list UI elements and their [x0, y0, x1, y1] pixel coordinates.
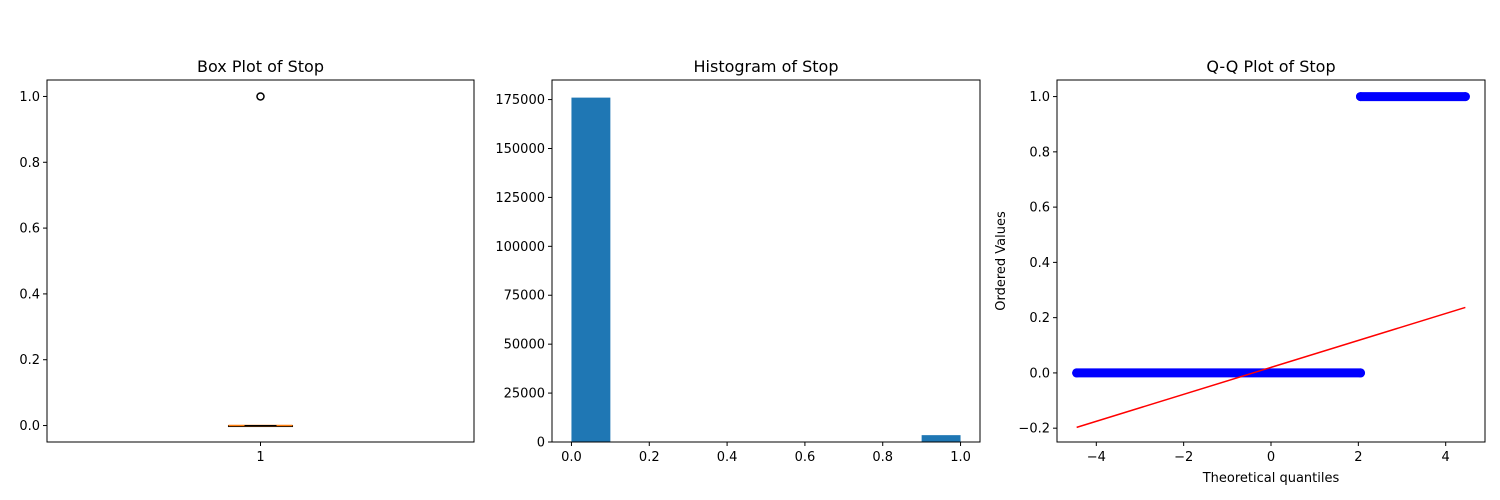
- histogram-xtick-label: 0.4: [717, 450, 738, 465]
- histogram-xtick-label: 1.0: [950, 450, 971, 465]
- qq-plot-point: [1460, 92, 1470, 102]
- box-plot-ytick-label: 0.6: [19, 222, 40, 237]
- qq-plot-ytick-label: 1.0: [1029, 90, 1050, 105]
- histogram-ytick-label: 125000: [495, 191, 545, 206]
- histogram-ytick-label: 150000: [495, 142, 545, 157]
- qq-plot-ytick-label: −0.2: [1018, 422, 1050, 437]
- histogram-axes-frame: [551, 79, 981, 443]
- histogram-ticks: 0 25000 50000 75000 100000 125000 150000 175000…: [495, 93, 971, 465]
- qq-plot-xtick-label: 0: [1267, 450, 1275, 465]
- histogram-title: Histogram of Stop: [694, 57, 839, 76]
- histogram-panel: Histogram of Stop 0 25000 50000 75000 100000…: [495, 57, 981, 465]
- box-plot-marks: [227, 92, 294, 428]
- box-plot-outlier-point: [256, 92, 265, 101]
- qq-plot-ytick-label: 0.8: [1029, 145, 1050, 160]
- histogram-xtick-label: 0.0: [561, 450, 582, 465]
- histogram-xtick-label: 0.8: [872, 450, 893, 465]
- qq-plot-ytick-label: 0.2: [1029, 311, 1050, 326]
- qq-plot-ticks: −0.2 0.0 0.2 0.4 0.6 0.8 1.0 −4 −2 0 2 4: [1018, 90, 1449, 465]
- histogram-ytick-label: 50000: [504, 338, 545, 353]
- qq-plot-marks: [1072, 92, 1470, 429]
- box-plot-ticks: 0.0 0.2 0.4 0.6 0.8 1.0 1: [19, 90, 264, 465]
- histogram-ytick-label: 100000: [495, 240, 545, 255]
- box-plot-ytick-label: 0.0: [19, 419, 40, 434]
- histogram-ytick-label: 0: [537, 436, 545, 451]
- qq-plot-fit-line: [1076, 306, 1466, 429]
- box-plot-title: Box Plot of Stop: [197, 57, 324, 76]
- qq-plot-xlabel: Theoretical quantiles: [1202, 471, 1340, 486]
- histogram-bar: [921, 435, 961, 442]
- qq-plot-ylabel: Ordered Values: [994, 211, 1009, 311]
- qq-plot-axes-frame: [1056, 79, 1486, 443]
- qq-plot-point: [1356, 92, 1366, 102]
- qq-plot-point: [1356, 368, 1366, 378]
- qq-plot-xtick-label: 4: [1442, 450, 1450, 465]
- box-plot-axes-frame: [46, 79, 475, 443]
- box-plot-ytick-label: 0.2: [19, 353, 40, 368]
- histogram-ytick-label: 175000: [495, 93, 545, 108]
- box-plot-ytick-label: 0.8: [19, 156, 40, 171]
- qq-plot-ytick-label: 0.0: [1029, 366, 1050, 381]
- qq-plot-point: [1072, 368, 1082, 378]
- box-plot-ytick-label: 0.4: [19, 287, 40, 302]
- histogram-xtick-label: 0.2: [639, 450, 660, 465]
- histogram-marks: [571, 97, 961, 442]
- histogram-bar: [571, 97, 611, 442]
- qq-plot-ytick-label: 0.4: [1029, 256, 1050, 271]
- qq-plot-xtick-label: 2: [1354, 450, 1362, 465]
- qq-plot-panel: Q-Q Plot of Stop −0.20.00.20.40.60.81.0−…: [994, 57, 1486, 486]
- histogram-xtick-label: 0.6: [795, 450, 816, 465]
- qq-plot-title: Q-Q Plot of Stop: [1206, 57, 1335, 76]
- qq-plot-xtick-label: −4: [1087, 450, 1106, 465]
- histogram-ytick-label: 75000: [504, 289, 545, 304]
- box-plot-panel: Box Plot of Stop 0.0 0.2 0.4 0.6 0.8 1.0 1: [19, 57, 475, 465]
- box-plot-ytick-label: 1.0: [19, 90, 40, 105]
- qq-plot-ytick-label: 0.6: [1029, 201, 1050, 216]
- qq-plot-xtick-label: −2: [1174, 450, 1193, 465]
- histogram-ytick-label: 25000: [504, 387, 545, 402]
- box-plot-xtick-label: 1: [256, 450, 264, 465]
